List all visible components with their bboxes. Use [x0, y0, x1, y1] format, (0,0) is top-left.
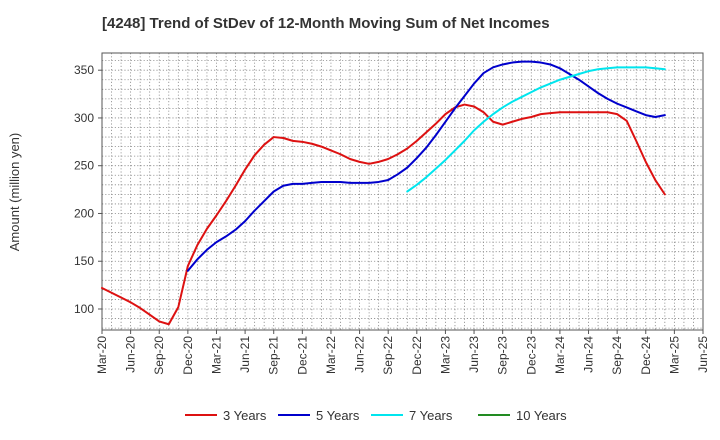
x-tick-label: Sep-20: [152, 336, 166, 375]
x-tick-label: Dec-20: [181, 336, 195, 375]
legend: 3 Years 5 Years 7 Years 10 Years: [185, 408, 567, 423]
y-axis-title: Amount (million yen): [7, 133, 22, 252]
legend-label-3-years: 3 Years: [223, 408, 267, 423]
x-tick-label: Mar-24: [553, 336, 567, 374]
x-tick-label: Jun-22: [353, 336, 367, 373]
x-tick-label: Jun-23: [467, 336, 481, 373]
y-tick-label: 100: [74, 302, 94, 316]
x-tick-label: Dec-23: [524, 336, 538, 375]
x-tick-label: Dec-24: [639, 336, 653, 375]
x-tick-label: Jun-24: [582, 336, 596, 373]
y-axis: 100 150 200 250 300 350: [74, 63, 102, 316]
x-tick-label: Jun-21: [238, 336, 252, 373]
chart-title: [4248] Trend of StDev of 12-Month Moving…: [102, 15, 550, 32]
series-line-3-years: [101, 103, 666, 326]
x-tick-label: Mar-23: [438, 336, 452, 374]
x-tick-label: Mar-25: [667, 336, 681, 374]
x-tick-label: Sep-21: [267, 336, 281, 375]
legend-label-7-years: 7 Years: [409, 408, 453, 423]
y-tick-label: 200: [74, 206, 94, 220]
x-tick-label: Dec-22: [410, 336, 424, 375]
x-tick-label: Mar-20: [95, 336, 109, 374]
grid-lines: [101, 53, 704, 330]
legend-label-10-years: 10 Years: [516, 408, 567, 423]
x-tick-label: Jun-20: [124, 336, 138, 373]
y-tick-label: 150: [74, 254, 94, 268]
x-tick-label: Mar-21: [209, 336, 223, 374]
series-line-5-years: [186, 60, 666, 272]
y-tick-label: 350: [74, 63, 94, 77]
x-tick-label: Dec-21: [295, 336, 309, 375]
x-tick-label: Sep-24: [610, 336, 624, 375]
x-tick-label: Mar-22: [324, 336, 338, 374]
y-tick-label: 250: [74, 159, 94, 173]
x-axis: Mar-20 Jun-20 Sep-20 Dec-20 Mar-21 Jun-21 Sep-…: [95, 330, 710, 375]
legend-label-5-years: 5 Years: [316, 408, 360, 423]
plot-area: [101, 52, 704, 331]
series-line-7-years: [406, 66, 666, 193]
x-tick-label: Sep-22: [381, 336, 395, 375]
y-tick-label: 300: [74, 111, 94, 125]
x-tick-label: Sep-23: [496, 336, 510, 375]
x-tick-label: Jun-25: [696, 336, 710, 373]
series-lines: [101, 60, 666, 326]
